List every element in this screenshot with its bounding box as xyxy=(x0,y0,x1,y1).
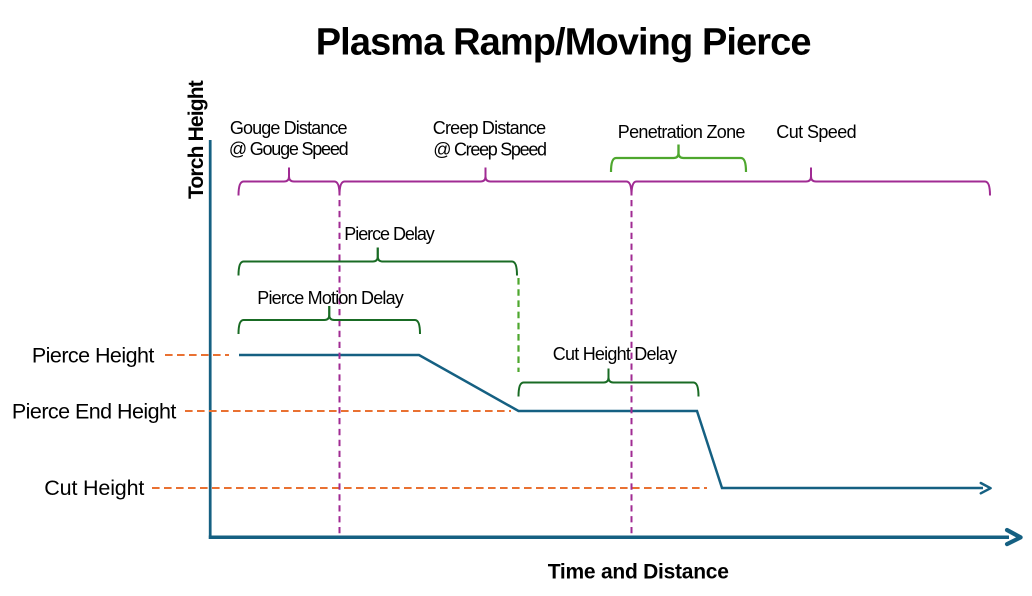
svg-text:Pierce Motion Delay: Pierce Motion Delay xyxy=(257,288,403,308)
svg-text:Pierce End Height: Pierce End Height xyxy=(12,399,177,423)
svg-text:Pierce Height: Pierce Height xyxy=(32,344,154,368)
svg-text:Cut Height Delay: Cut Height Delay xyxy=(553,344,677,364)
svg-text:Creep Distance: Creep Distance xyxy=(433,118,546,138)
svg-text:Cut Speed: Cut Speed xyxy=(776,122,856,142)
svg-text:@ Creep Speed: @ Creep Speed xyxy=(433,140,546,160)
svg-text:Time and Distance: Time and Distance xyxy=(548,561,729,584)
svg-text:Torch Height: Torch Height xyxy=(185,80,208,199)
svg-text:Plasma Ramp/Moving Pierce: Plasma Ramp/Moving Pierce xyxy=(316,21,811,63)
svg-text:@ Gouge Speed: @ Gouge Speed xyxy=(229,139,348,159)
svg-text:Cut Height: Cut Height xyxy=(44,476,144,500)
svg-text:Gouge Distance: Gouge Distance xyxy=(230,118,348,138)
svg-text:Penetration Zone: Penetration Zone xyxy=(618,122,746,142)
svg-text:Pierce Delay: Pierce Delay xyxy=(344,224,434,244)
